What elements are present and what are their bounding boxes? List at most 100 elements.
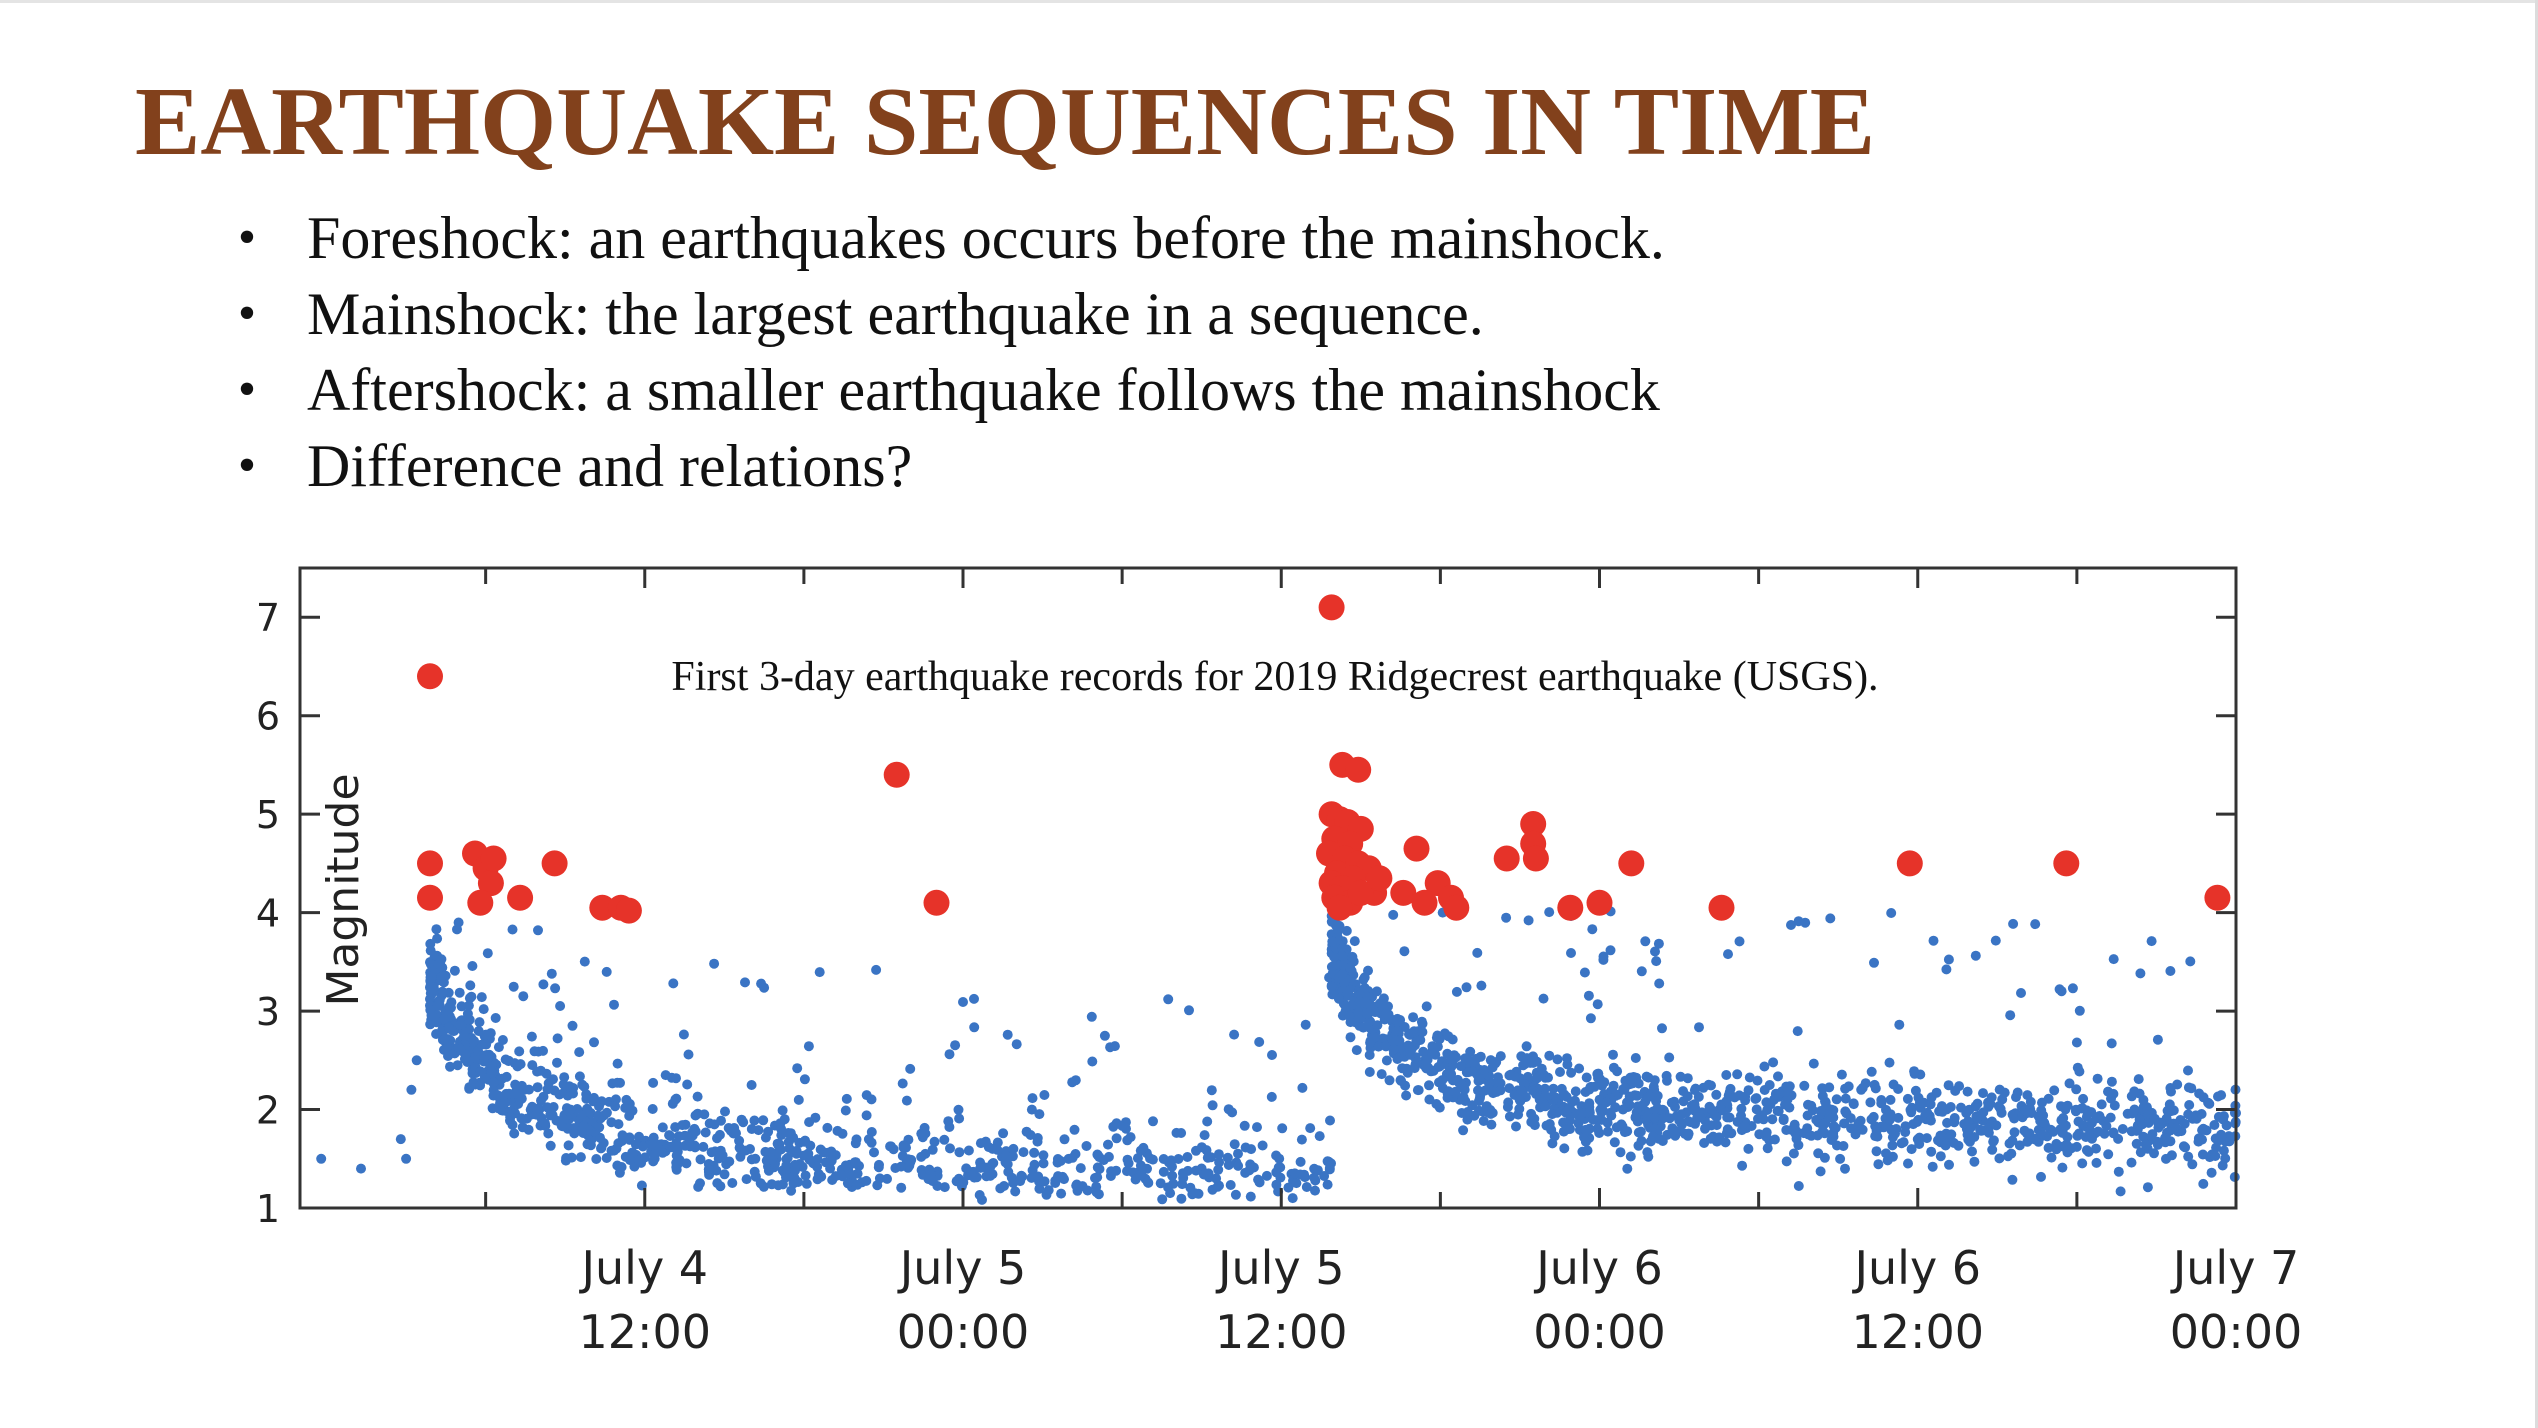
small-event-point [786, 1185, 797, 1196]
small-event-point [1364, 1050, 1375, 1060]
small-event-point [431, 1029, 442, 1039]
small-event-point [1815, 1106, 1826, 1116]
small-event-point [1289, 1168, 1300, 1179]
small-event-point [1921, 1133, 1932, 1144]
small-event-point [1873, 1159, 1884, 1170]
small-event-point [1011, 1039, 1022, 1050]
small-event-point [2091, 1143, 2101, 1154]
small-event-point [825, 1163, 836, 1174]
small-event-point [2146, 936, 2157, 947]
small-event-point [1619, 1082, 1630, 1093]
small-event-point [1339, 977, 1350, 988]
small-event-point [1501, 912, 1512, 923]
plot-frame [298, 566, 2238, 1210]
small-event-point [2008, 918, 2019, 929]
small-event-point [1034, 1183, 1045, 1194]
small-event-point [475, 1066, 486, 1077]
small-event-point [1053, 1171, 1063, 1182]
small-event-point [2170, 1122, 2181, 1133]
small-event-point [896, 1161, 907, 1172]
small-event-point [885, 1141, 896, 1152]
small-event-point [1450, 1086, 1461, 1097]
small-event-point [549, 1085, 560, 1096]
small-event-point [2022, 1107, 2033, 1118]
small-event-point [727, 1178, 738, 1188]
small-event-point [1596, 1107, 1607, 1118]
small-event-point [426, 971, 437, 982]
small-event-point [1820, 1097, 1831, 1108]
small-event-point [555, 1001, 566, 1011]
small-event-point [574, 1071, 585, 1082]
small-event-point [510, 1079, 521, 1090]
small-event-point [837, 1171, 848, 1182]
small-event-point [1654, 978, 1665, 989]
small-event-point [1273, 1162, 1284, 1173]
small-event-point [2187, 1159, 2198, 1170]
small-event-point [1446, 1069, 1457, 1079]
small-event-point [1477, 1106, 1488, 1117]
small-event-point [2049, 1085, 2060, 1096]
small-event-point [753, 1125, 764, 1136]
small-event-point [1642, 1111, 1653, 1122]
small-event-point [1583, 990, 1594, 1001]
small-event-point [1662, 1075, 1672, 1086]
small-event-point [1643, 1151, 1654, 1162]
small-event-point [1764, 1080, 1775, 1090]
slide-title: EARTHQUAKE SEQUENCES IN TIME [135, 68, 1876, 176]
small-event-point [2016, 988, 2026, 998]
small-event-point [2152, 1139, 2163, 1150]
small-event-point [1416, 1016, 1427, 1027]
small-event-point [871, 964, 882, 975]
small-event-point [698, 1141, 709, 1152]
small-event-point [1640, 936, 1651, 947]
small-event-point [1676, 1109, 1687, 1120]
small-event-point [1182, 1152, 1193, 1162]
small-event-point [2134, 1114, 2145, 1125]
bullet-item-mainshock: • Mainshock: the largest earthquake in a … [232, 276, 1665, 352]
small-event-point [601, 1153, 612, 1163]
small-event-point [1516, 1085, 1527, 1096]
small-event-point [1397, 1063, 1408, 1074]
small-event-point [1615, 1147, 1626, 1158]
small-event-point [1927, 1161, 1938, 1172]
small-event-point [920, 1128, 931, 1139]
small-event-point [1018, 1147, 1029, 1158]
small-event-point [1685, 1117, 1696, 1128]
small-event-point [1206, 1085, 1217, 1096]
small-event-point [613, 1119, 624, 1130]
small-event-point [1802, 1123, 1813, 1134]
small-event-point [1287, 1193, 1298, 1204]
small-event-point [1233, 1148, 1243, 1159]
small-event-point [1111, 1133, 1122, 1144]
small-event-point [1509, 1089, 1520, 1100]
small-event-point [1609, 1137, 1620, 1148]
small-event-point [1792, 1026, 1803, 1037]
small-event-point [1812, 1130, 1823, 1141]
bullet-text: Mainshock: the largest earthquake in a s… [307, 281, 1484, 347]
small-event-point [596, 1096, 607, 1107]
small-event-point [1711, 1120, 1722, 1131]
small-event-point [579, 1081, 590, 1092]
small-event-point [1434, 1102, 1445, 1113]
small-event-point [1734, 936, 1745, 947]
small-event-point [1540, 1091, 1551, 1101]
small-event-point [476, 992, 487, 1003]
small-event-point [2096, 1099, 2107, 1110]
small-event-point [670, 1122, 681, 1133]
small-event-point [1769, 1134, 1780, 1145]
small-event-point [950, 1040, 961, 1051]
small-event-point [1608, 1049, 1618, 1060]
small-event-point [1082, 1185, 1093, 1196]
small-event-point [1853, 1120, 1864, 1131]
small-event-point [1722, 1124, 1733, 1135]
small-event-point [1059, 1134, 1070, 1145]
small-event-point [1808, 1058, 1819, 1069]
small-event-point [1391, 1025, 1402, 1036]
small-event-point [790, 1165, 800, 1176]
small-event-point [2133, 1074, 2144, 1085]
small-event-point [1926, 1146, 1937, 1157]
small-event-point [591, 1154, 602, 1164]
small-event-point [1552, 1054, 1563, 1065]
small-event-point [1038, 1150, 1049, 1161]
small-event-point [455, 1019, 466, 1030]
